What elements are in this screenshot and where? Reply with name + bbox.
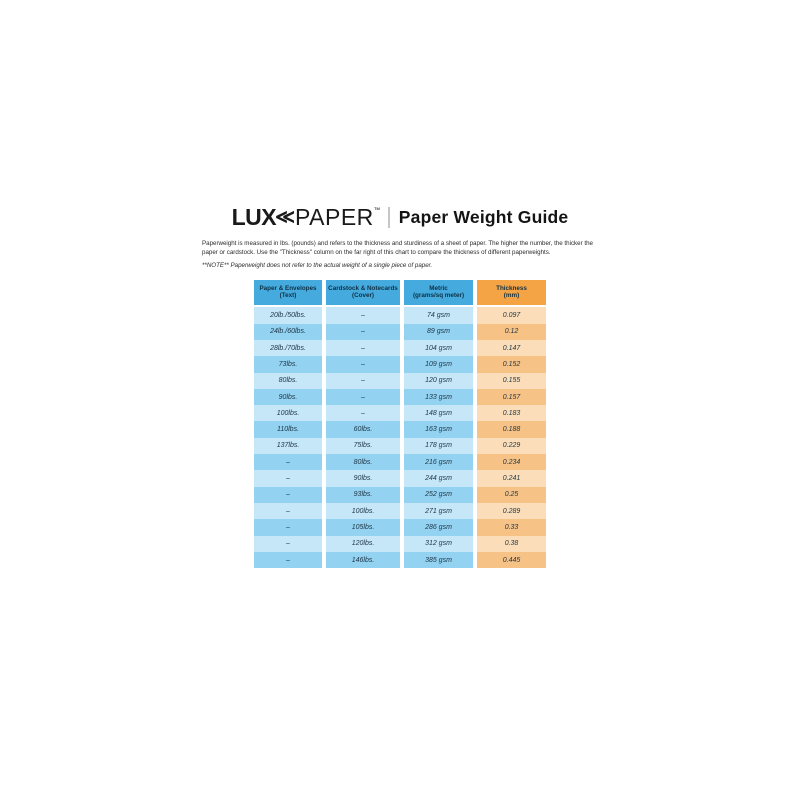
table-cell: 0.188 [477,421,546,438]
table-cell: – [254,519,322,536]
column-title: Metric [429,284,448,292]
table-cell: 178 gsm [404,437,473,455]
column-subtitle: (grams/sq meter) [412,292,465,300]
paper-weight-guide-infographic: LUX ≪ PAPER ™ Paper Weight Guide Paperwe… [202,204,598,569]
intro-paragraph: Paperweight is measured in lbs. (pounds)… [202,240,593,256]
table-cell: 109 gsm [404,356,473,373]
page-title: Paper Weight Guide [398,207,569,227]
table-cell: 110lbs. [254,421,322,438]
table-cell: – [326,356,400,373]
table-cell: 216 gsm [404,454,473,471]
table-cell: – [254,502,322,520]
logo-paper-text: PAPER [295,204,374,230]
table-cell: 0.25 [477,486,546,503]
header-row: LUX ≪ PAPER ™ Paper Weight Guide [202,204,598,231]
table-cell: 0.229 [477,437,546,455]
column-title: Cardstock & Notecards [328,284,398,292]
table-cell: – [254,551,322,569]
table-body: 20lb./50lbs. –74 gsm 0.097 24lb./60lbs. –89 … [254,307,546,569]
table-cell: – [326,307,400,324]
table-cell: 137lbs. [254,437,322,455]
lux-paper-logo: LUX ≪ PAPER ™ [232,204,381,231]
table-cell: 28lb./70lbs. [254,340,322,357]
table-cell: 271 gsm [404,502,473,520]
table-cell: 0.155 [477,372,546,389]
table-cell: 100lbs. [254,405,322,422]
table-cell: 0.147 [477,340,546,357]
table-cell: – [326,388,400,406]
table-cell: 0.38 [477,535,546,552]
table-cell: 0.097 [477,307,546,324]
column-header-2: Cardstock & Notecards (Cover) [326,279,400,305]
table-cell: 104 gsm [404,340,473,357]
column-subtitle: (Cover) [351,292,375,300]
table-cell: – [326,340,400,357]
table-cell: 90lbs. [254,388,322,406]
table-cell: 20lb./50lbs. [254,307,322,324]
table-cell: – [326,405,400,422]
logo-chevron-icon: ≪ [275,207,296,228]
table-cell: – [254,535,322,552]
column-title: Thickness [496,284,527,292]
table-header-row: Paper & Envelopes (Text) Cardstock & Notec… [254,279,546,305]
column-subtitle: (mm) [503,292,520,300]
note-text: **NOTE** Paperweight does not refer to t… [202,261,433,269]
divider-bar [388,207,390,228]
table-cell: 133 gsm [404,388,473,406]
table-cell: 73lbs. [254,356,322,373]
table-cell: – [326,323,400,340]
table-cell: 312 gsm [404,535,473,552]
table-cell: 89 gsm [404,323,473,340]
table-cell: 75lbs. [326,437,400,455]
table-cell: – [326,372,400,389]
table-cell: 163 gsm [404,421,473,438]
column-subtitle: (Text) [279,292,297,300]
table-cell: 148 gsm [404,405,473,422]
table-cell: 74 gsm [404,307,473,324]
table-cell: 0.241 [477,470,546,487]
paper-weight-table: Paper & Envelopes (Text) Cardstock & Notec… [254,279,546,569]
table-cell: 60lbs. [326,421,400,438]
table-cell: 286 gsm [404,519,473,536]
table-cell: 80lbs. [254,372,322,389]
table-cell: 0.234 [477,454,546,471]
table-cell: 252 gsm [404,486,473,503]
table-cell: 24lb./60lbs. [254,323,322,340]
table-cell: 0.152 [477,356,546,373]
table-cell: 385 gsm [404,551,473,569]
column-header-3: Metric (grams/sq meter) [404,279,473,305]
column-header-4: Thickness (mm) [477,279,546,305]
table-cell: – [254,454,322,471]
table-cell: 120lbs. [326,535,400,552]
table-cell: 80lbs. [326,454,400,471]
table-cell: 0.445 [477,551,546,569]
column-title: Paper & Envelopes [259,284,317,292]
column-header-1: Paper & Envelopes (Text) [254,279,322,305]
table-cell: 0.157 [477,388,546,406]
table-cell: 100lbs. [326,502,400,520]
table-cell: 0.33 [477,519,546,536]
trademark-symbol: ™ [373,207,381,214]
table-cell: 146lbs. [326,551,400,569]
table-cell: 244 gsm [404,470,473,487]
logo-lux-text: LUX [231,204,277,230]
table-cell: 120 gsm [404,372,473,389]
table-cell: – [254,470,322,487]
table-cell: 90lbs. [326,470,400,487]
table-cell: 0.12 [477,323,546,340]
table-cell: 105lbs. [326,519,400,536]
table-cell: 0.183 [477,405,546,422]
table-cell: 0.289 [477,502,546,520]
table-cell: – [254,486,322,503]
table-cell: 93lbs. [326,486,400,503]
